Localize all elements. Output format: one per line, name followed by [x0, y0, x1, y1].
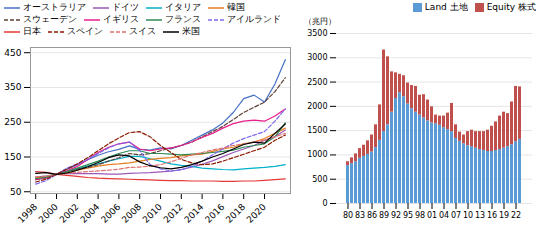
svg-text:2004: 2004 [78, 202, 101, 223]
svg-text:83: 83 [355, 211, 365, 220]
svg-text:2014: 2014 [182, 202, 205, 223]
html-text:イギリス: イギリス [103, 14, 139, 24]
svg-text:89: 89 [379, 211, 389, 220]
html-text:Equity 株式: Equity 株式 [486, 2, 536, 12]
svg-text:350: 350 [4, 82, 21, 92]
svg-text:2500: 2500 [307, 78, 327, 87]
svg-text:98: 98 [415, 211, 425, 220]
svg-text:2008: 2008 [120, 202, 143, 223]
svg-text:250: 250 [4, 117, 21, 127]
svg-text:2000: 2000 [307, 102, 327, 111]
svg-text:86: 86 [367, 211, 377, 220]
svg-text:1000: 1000 [307, 150, 327, 159]
svg-text:2006: 2006 [99, 202, 122, 223]
svg-text:2018: 2018 [224, 202, 247, 223]
svg-text:92: 92 [391, 211, 401, 220]
svg-text:16: 16 [487, 211, 497, 220]
html-text:スペイン: スペイン [67, 26, 103, 36]
html-text:米国: 米国 [182, 26, 200, 36]
svg-text:2020: 2020 [245, 202, 268, 223]
html-text:スウェーデン: スウェーデン [23, 14, 77, 24]
svg-text:22: 22 [511, 211, 521, 220]
svg-text:1998: 1998 [16, 202, 39, 223]
svg-text:95: 95 [403, 211, 413, 220]
svg-text:2010: 2010 [141, 202, 164, 223]
svg-text:50: 50 [10, 187, 22, 197]
svg-text:2012: 2012 [161, 202, 184, 223]
html-text:韓国: 韓国 [227, 2, 245, 12]
html-text:Land 土地: Land 土地 [424, 2, 468, 12]
svg-text:500: 500 [312, 175, 327, 184]
svg-text:2000: 2000 [37, 202, 60, 223]
html-text:フランス: フランス [165, 14, 201, 24]
html-text:アイルランド: アイルランド [227, 14, 281, 24]
html-text:イタリア: イタリア [165, 2, 201, 12]
svg-text:150: 150 [4, 152, 21, 162]
svg-text:10: 10 [463, 211, 473, 220]
svg-text:07: 07 [451, 211, 461, 220]
svg-text:2002: 2002 [57, 202, 80, 223]
svg-text:450: 450 [4, 48, 21, 58]
svg-text:01: 01 [427, 211, 437, 220]
svg-text:80: 80 [343, 211, 353, 220]
svg-text:04: 04 [439, 211, 449, 220]
svg-text:2016: 2016 [203, 202, 226, 223]
svg-text:1500: 1500 [307, 126, 327, 135]
svg-text:3000: 3000 [307, 53, 327, 62]
html-text:ドイツ: ドイツ [112, 2, 139, 12]
svg-text:0: 0 [322, 199, 327, 208]
svg-text:13: 13 [475, 211, 485, 220]
svg-text:19: 19 [499, 211, 509, 220]
html-text:オーストラリア: オーストラリア [23, 2, 86, 12]
html-text:スイス: スイス [129, 26, 156, 36]
svg-text:（兆円）: （兆円） [304, 17, 336, 26]
svg-text:3500: 3500 [307, 29, 327, 38]
html-text:日本: 日本 [23, 26, 41, 36]
